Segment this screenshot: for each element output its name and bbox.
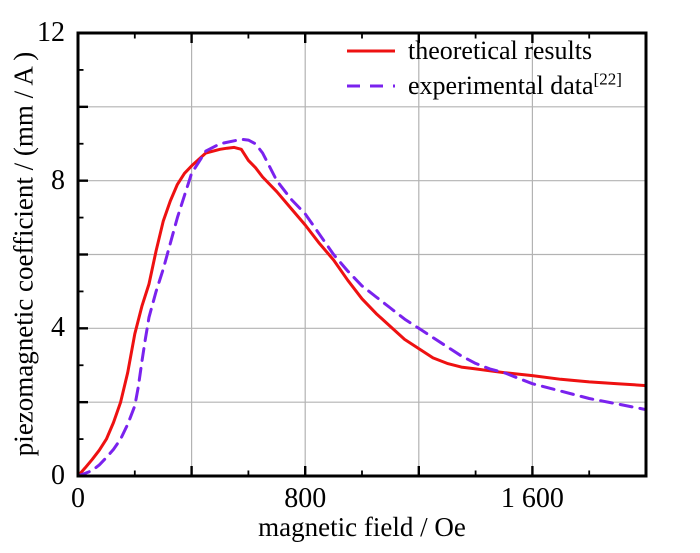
- x-tick-label-800: 800: [284, 483, 327, 514]
- data-curves: [78, 137, 646, 476]
- y-tick-label-0: 0: [51, 460, 65, 491]
- x-tick-label-0: 0: [71, 483, 85, 514]
- dashed-line-swatch: [347, 84, 395, 87]
- legend-item-theoretical: theoretical results: [346, 33, 622, 68]
- curve-theoretical-results: [78, 145, 646, 476]
- legend-label-experimental: experimental data[22]: [408, 68, 622, 100]
- y-tick-label-4: 4: [51, 312, 65, 344]
- curve-experimental-data: [78, 137, 646, 476]
- gridlines: [78, 33, 646, 476]
- y-axis-title: piezomagnetic coefficient / (mm / A ): [8, 51, 39, 457]
- legend: theoretical results experimental data[22…: [346, 33, 622, 103]
- y-tick-label-12: 12: [37, 17, 65, 48]
- legend-item-experimental: experimental data[22]: [346, 68, 622, 103]
- y-tick-label-8: 8: [51, 164, 65, 196]
- x-axis-title: magnetic field / Oe: [258, 512, 466, 542]
- legend-label-theoretical: theoretical results: [408, 35, 593, 65]
- x-tick-label-1600: 1 600: [500, 483, 564, 514]
- axis-ticks: [76, 31, 648, 478]
- solid-line-swatch: [347, 49, 395, 52]
